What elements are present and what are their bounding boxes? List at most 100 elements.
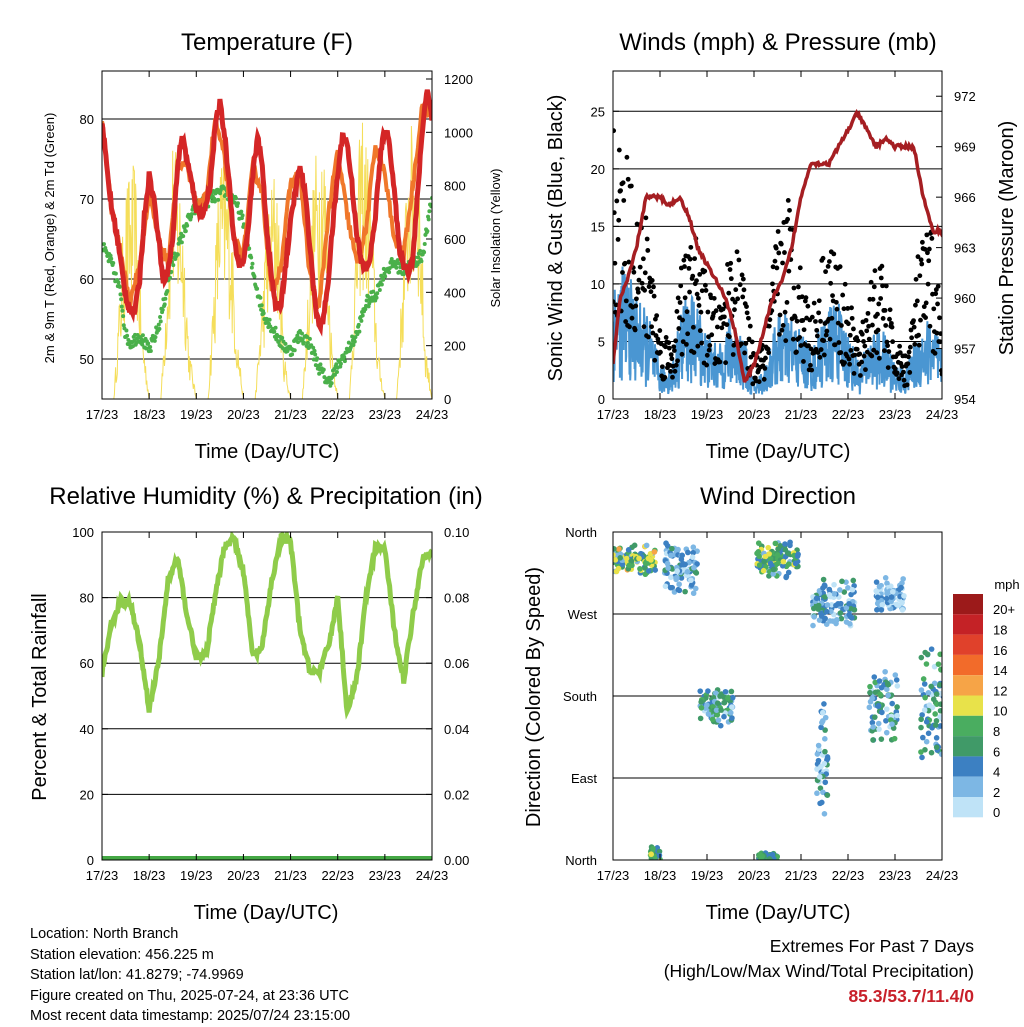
- direction-point: [923, 661, 930, 667]
- gust-point: [678, 283, 684, 289]
- direction-point: [933, 735, 940, 741]
- gust-point: [923, 315, 928, 320]
- direction-point: [926, 702, 933, 708]
- temperature-y2tick-label: 0: [444, 392, 451, 407]
- dewpoint-point: [124, 328, 129, 333]
- gust-point: [740, 276, 746, 282]
- direction-point: [875, 702, 882, 709]
- gust-point: [763, 355, 768, 361]
- gust-point: [864, 328, 870, 334]
- direction-point: [888, 598, 894, 605]
- gust-point: [901, 369, 906, 375]
- gust-point: [613, 302, 619, 308]
- direction-point: [698, 704, 705, 711]
- direction-point: [867, 698, 874, 705]
- gust-point: [933, 291, 939, 297]
- humidity-xtick-label: 20/23: [227, 868, 260, 883]
- dewpoint-point: [353, 335, 358, 340]
- dewpoint-point: [321, 367, 326, 372]
- direction-point: [845, 585, 851, 591]
- dewpoint-point: [357, 329, 362, 334]
- gust-point: [880, 316, 886, 321]
- direction-point: [648, 851, 655, 858]
- legend-swatch: [953, 797, 983, 818]
- direction-point: [822, 727, 828, 733]
- humidity-y2tick-label: 0.06: [444, 656, 469, 671]
- gust-point: [651, 293, 657, 299]
- direction-point: [679, 552, 685, 559]
- gust-point: [818, 318, 823, 324]
- gust-point: [721, 314, 727, 320]
- gust-point: [916, 342, 922, 348]
- gust-point: [782, 309, 788, 315]
- direction-point: [870, 737, 876, 743]
- gust-point: [849, 315, 855, 321]
- winds-xtick-label: 24/23: [926, 407, 959, 422]
- temp-2m-line: [102, 89, 432, 337]
- direction-point: [889, 700, 895, 707]
- direction-point: [849, 586, 856, 593]
- gust-point: [842, 281, 848, 287]
- gust-point: [778, 241, 784, 247]
- gust-point: [866, 323, 872, 329]
- direction-point: [822, 583, 828, 589]
- temperature-panel: Temperature (F) 506070800200400600800100…: [42, 29, 503, 463]
- gust-point: [677, 300, 683, 305]
- dewpoint-point: [379, 282, 384, 287]
- direction-point: [787, 539, 793, 546]
- gust-point: [797, 265, 803, 271]
- humidity-line: [102, 532, 432, 720]
- gust-point: [896, 376, 902, 382]
- gust-point: [925, 281, 931, 287]
- temperature-ylabel: 2m & 9m T (Red, Orange) & 2m Td (Green): [42, 113, 57, 364]
- gust-point: [851, 371, 857, 376]
- extremes-subheading: (High/Low/Max Wind/Total Precipitation): [663, 961, 974, 981]
- station-info: Location: North Branch Station elevation…: [30, 924, 350, 1027]
- direction-point: [935, 661, 942, 667]
- direction-point: [762, 553, 769, 560]
- gust-point: [837, 264, 843, 270]
- winds-ytick-label: 15: [591, 219, 605, 234]
- direction-point: [892, 672, 899, 678]
- direction-point: [818, 613, 825, 619]
- gust-point: [912, 341, 918, 347]
- gust-point: [616, 147, 622, 153]
- direction-point: [936, 681, 942, 688]
- dewpoint-point: [394, 265, 399, 270]
- gust-point: [652, 357, 658, 363]
- temperature-xtick-label: 19/23: [180, 407, 213, 422]
- gust-point: [785, 197, 791, 203]
- direction-point: [617, 555, 624, 561]
- gust-point: [734, 249, 740, 255]
- direction-point: [721, 713, 727, 720]
- gust-point: [892, 366, 898, 372]
- temperature-ytick-label: 60: [80, 272, 94, 287]
- direction-point: [727, 709, 734, 716]
- gust-point: [723, 360, 729, 366]
- direction-point: [715, 717, 722, 723]
- dewpoint-point: [156, 322, 161, 327]
- direction-point: [872, 689, 879, 696]
- gust-point: [767, 317, 773, 323]
- direction-point: [665, 565, 671, 571]
- winds-xtick-label: 23/23: [879, 407, 912, 422]
- direction-point: [876, 726, 882, 732]
- direction-point: [648, 557, 654, 563]
- dewpoint-point: [299, 331, 304, 336]
- gust-point: [704, 352, 710, 358]
- gust-point: [635, 289, 641, 295]
- gust-point: [703, 288, 709, 293]
- gust-point: [782, 250, 787, 255]
- direction-point: [817, 785, 824, 791]
- legend-label: 4: [993, 765, 1000, 780]
- gust-point: [658, 349, 663, 355]
- direction-point: [779, 562, 786, 569]
- wind-direction-panel: Wind Direction NorthEastSouthWestNorth17…: [523, 483, 1020, 924]
- direction-xtick-label: 19/23: [691, 868, 724, 883]
- direction-point: [934, 701, 940, 707]
- direction-xtick-label: 21/23: [785, 868, 818, 883]
- gust-point: [824, 328, 830, 334]
- direction-point: [688, 582, 695, 588]
- legend-label: 18: [993, 622, 1007, 637]
- gust-point: [696, 295, 701, 301]
